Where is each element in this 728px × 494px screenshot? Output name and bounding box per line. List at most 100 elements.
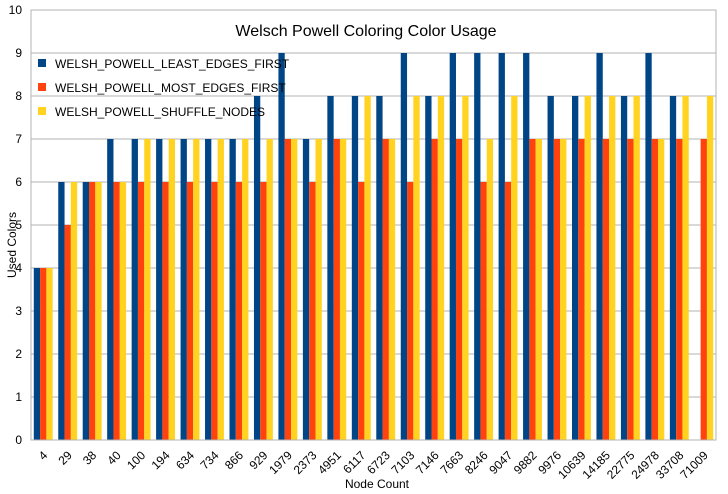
x-tick-label: 634 <box>173 448 197 472</box>
bar <box>620 96 628 440</box>
bar <box>168 139 175 440</box>
x-tick-label: 9882 <box>511 448 540 477</box>
bar <box>462 96 469 440</box>
legend: WELSH_POWELL_LEAST_EDGES_FIRST WELSH_POWE… <box>38 57 290 119</box>
legend-label: WELSH_POWELL_LEAST_EDGES_FIRST <box>55 57 290 71</box>
bar <box>131 139 138 440</box>
bar <box>572 96 579 440</box>
bar <box>95 182 102 440</box>
bar <box>425 96 432 440</box>
bar <box>455 139 463 440</box>
bar <box>211 182 218 440</box>
bar <box>358 182 365 440</box>
x-tick-label: 100 <box>124 448 148 472</box>
bar <box>651 139 658 440</box>
x-tick-label: 6723 <box>364 448 393 477</box>
bar <box>119 182 127 440</box>
bar <box>400 53 408 440</box>
bar <box>682 96 689 440</box>
x-tick-label: 4 <box>36 448 51 463</box>
bar <box>706 96 714 440</box>
bar <box>535 139 542 440</box>
bar <box>351 96 359 440</box>
bar <box>431 139 438 440</box>
x-axis-label: Node Count <box>345 477 410 491</box>
x-tick-label: 29 <box>55 448 75 468</box>
bar <box>107 139 114 440</box>
bar <box>645 53 652 440</box>
bar <box>315 139 322 440</box>
bar <box>266 139 273 440</box>
bar <box>137 182 145 440</box>
bar <box>46 268 53 440</box>
bar <box>676 139 683 440</box>
bar <box>229 139 236 440</box>
legend-swatch <box>38 83 46 91</box>
bar <box>578 139 585 440</box>
bar <box>260 182 267 440</box>
bar <box>633 96 640 440</box>
bar <box>327 96 334 440</box>
bar <box>284 139 292 440</box>
y-tick-label: 2 <box>15 347 22 361</box>
x-tick-label: 7146 <box>413 448 442 477</box>
bar <box>235 182 243 440</box>
bar <box>584 96 591 440</box>
bar <box>504 182 512 440</box>
y-tick-label: 10 <box>9 3 23 17</box>
bar <box>278 53 285 440</box>
bar <box>82 182 90 440</box>
y-tick-label: 0 <box>15 433 22 447</box>
x-tick-label: 194 <box>149 448 173 472</box>
bar <box>657 139 665 440</box>
y-tick-label: 8 <box>15 89 22 103</box>
bar <box>70 182 78 440</box>
bar <box>242 139 249 440</box>
bar <box>40 268 47 440</box>
x-tick-label: 1979 <box>266 448 295 477</box>
x-tick-label: 734 <box>198 448 222 472</box>
legend-swatch <box>38 59 46 67</box>
bar <box>302 139 310 440</box>
x-tick-label: 866 <box>222 448 246 472</box>
bar <box>193 139 200 440</box>
x-tick-label: 7663 <box>437 448 466 477</box>
bar <box>596 53 603 440</box>
x-tick-label: 8246 <box>462 448 491 477</box>
x-tick-label: 40 <box>104 448 124 468</box>
bar <box>700 139 707 440</box>
bar <box>529 139 536 440</box>
legend-label: WELSH_POWELL_SHUFFLE_NODES <box>55 105 265 119</box>
bar <box>253 96 261 440</box>
bar <box>413 96 420 440</box>
bar <box>291 139 298 440</box>
bar <box>186 182 194 440</box>
x-tick-label: 9047 <box>486 448 515 477</box>
bar <box>627 139 634 440</box>
bar <box>560 139 567 440</box>
bar <box>609 96 616 440</box>
bar <box>309 182 316 440</box>
bar <box>58 182 65 440</box>
bar <box>602 139 610 440</box>
x-tick-label: 6117 <box>340 448 368 476</box>
bar <box>364 96 371 440</box>
bar <box>162 182 169 440</box>
bar <box>547 96 554 440</box>
bar <box>339 139 347 440</box>
bar <box>669 96 677 440</box>
legend-label: WELSH_POWELL_MOST_EDGES_FIRST <box>55 81 286 95</box>
bar <box>156 139 163 440</box>
bar <box>388 139 396 440</box>
bar <box>89 182 96 440</box>
bar <box>333 139 340 440</box>
bar <box>523 53 530 440</box>
y-tick-label: 9 <box>15 46 22 60</box>
bar <box>205 139 212 440</box>
bar <box>113 182 120 440</box>
y-tick-label: 7 <box>15 132 22 146</box>
legend-swatch <box>38 107 46 115</box>
y-tick-label: 5 <box>15 218 22 232</box>
bar-layer <box>33 53 714 440</box>
bar <box>511 96 518 440</box>
